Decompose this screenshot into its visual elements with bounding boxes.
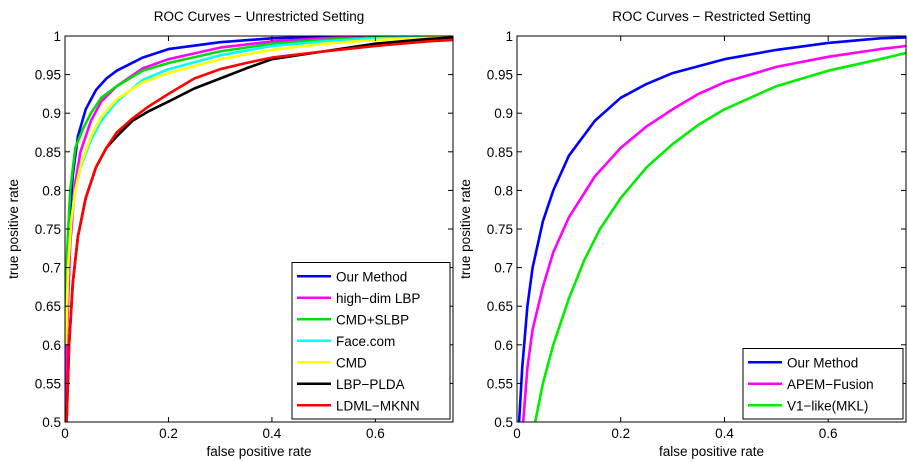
legend-label: APEM−Fusion — [787, 377, 874, 392]
y-tick-label: 0.65 — [487, 299, 513, 314]
legend: Our Method APEM−Fusion V1−like(MKL) — [742, 348, 904, 420]
legend-label: Face.com — [336, 334, 395, 349]
y-tick-label: 1 — [505, 29, 513, 44]
x-axis-label: false positive rate — [659, 444, 764, 459]
y-tick-label: 0.95 — [35, 68, 61, 83]
x-tick-label: 0.2 — [611, 426, 630, 441]
x-axis-label: false positive rate — [206, 444, 311, 459]
y-tick-label: 0.5 — [494, 415, 513, 430]
y-tick-label: 0.8 — [494, 183, 513, 198]
y-tick-label: 0.7 — [494, 261, 513, 276]
series-line-2 — [65, 36, 453, 345]
series-line-0 — [65, 36, 453, 422]
y-tick-label: 0.85 — [35, 145, 61, 160]
y-tick-label: 0.95 — [487, 68, 513, 83]
y-tick-label: 0.75 — [35, 222, 61, 237]
y-tick-label: 0.9 — [42, 106, 61, 121]
x-tick-label: 0.6 — [366, 426, 385, 441]
x-tick-label: 0.2 — [159, 426, 178, 441]
y-tick-label: 0.55 — [35, 376, 61, 391]
series-line-0 — [517, 36, 906, 422]
chart-restricted: ROC Curves − Restricted Setting 0 0.2 0.4 0.… — [458, 9, 907, 459]
x-tick-label: 0 — [513, 426, 521, 441]
y-axis-label: true positive rate — [6, 179, 21, 279]
legend: Our Method high−dim LBP CMD+SLBP Face.com CM… — [291, 262, 451, 420]
y-tick-label: 0.55 — [487, 376, 513, 391]
legend-label: LDML−MKNN — [336, 398, 420, 413]
y-tick-label: 0.75 — [487, 222, 513, 237]
series-line-1 — [521, 44, 906, 422]
series-lines — [517, 36, 906, 422]
legend-label: CMD — [336, 355, 367, 370]
legend-label: V1−like(MKL) — [787, 398, 868, 413]
chart-title: ROC Curves − Restricted Setting — [612, 9, 810, 24]
x-tick-label: 0.6 — [819, 426, 838, 441]
chart-title: ROC Curves − Unrestricted Setting — [154, 9, 364, 24]
legend-label: Our Method — [336, 269, 407, 284]
series-line-2 — [533, 51, 906, 422]
legend-label: LBP−PLDA — [336, 377, 405, 392]
series-line-4 — [65, 36, 453, 345]
y-tick-label: 0.85 — [487, 145, 513, 160]
y-tick-label: 0.6 — [42, 338, 61, 353]
y-tick-label: 1 — [53, 29, 61, 44]
y-tick-label: 0.9 — [494, 106, 513, 121]
y-tick-label: 0.7 — [42, 261, 61, 276]
series-lines — [65, 36, 453, 422]
y-tick-label: 0.8 — [42, 183, 61, 198]
x-tick-label: 0 — [61, 426, 69, 441]
series-line-6 — [65, 38, 453, 422]
legend-label: CMD+SLBP — [336, 312, 409, 327]
x-tick-label: 0.4 — [715, 426, 734, 441]
legend-label: high−dim LBP — [336, 291, 420, 306]
y-tick-label: 0.5 — [42, 415, 61, 430]
y-tick-label: 0.65 — [35, 299, 61, 314]
y-tick-label: 0.6 — [494, 338, 513, 353]
chart-unrestricted: ROC Curves − Unrestricted Setting 0 0.2 0.4… — [6, 9, 454, 459]
y-axis-label: true positive rate — [458, 179, 473, 279]
legend-label: Our Method — [787, 355, 858, 370]
x-tick-label: 0.4 — [263, 426, 282, 441]
